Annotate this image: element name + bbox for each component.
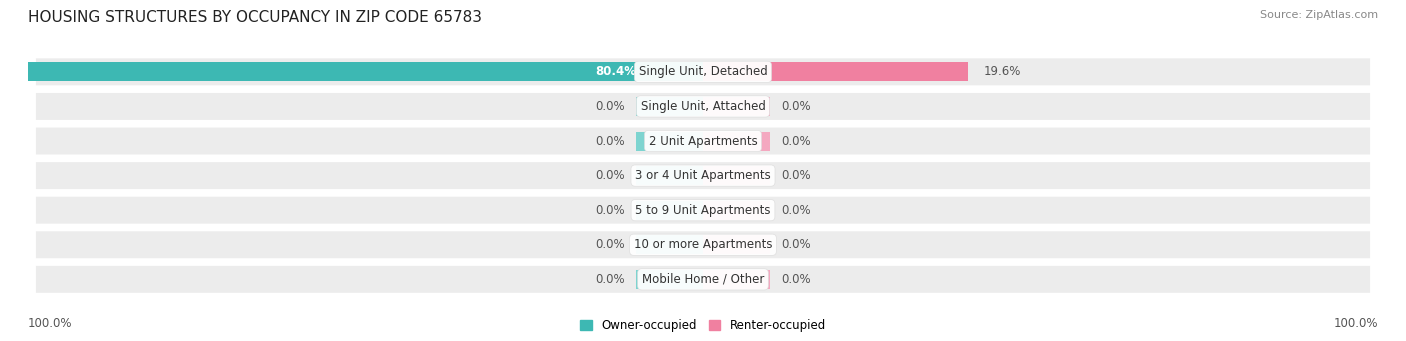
Bar (703, 270, 770, 289)
Bar (636, 97, 703, 116)
FancyBboxPatch shape (35, 196, 1371, 225)
Bar (636, 166, 703, 185)
Text: Mobile Home / Other: Mobile Home / Other (641, 273, 765, 286)
Bar (0, 62, 703, 81)
Bar (703, 235, 770, 254)
Text: 0.0%: 0.0% (595, 204, 624, 217)
Text: 0.0%: 0.0% (782, 204, 811, 217)
FancyBboxPatch shape (35, 230, 1371, 259)
Text: 0.0%: 0.0% (595, 169, 624, 182)
Text: 0.0%: 0.0% (595, 238, 624, 251)
Bar (636, 201, 703, 220)
Text: 0.0%: 0.0% (782, 134, 811, 148)
Bar (703, 62, 967, 81)
Text: Single Unit, Attached: Single Unit, Attached (641, 100, 765, 113)
Text: 0.0%: 0.0% (595, 273, 624, 286)
Text: 80.4%: 80.4% (596, 65, 637, 78)
Text: 0.0%: 0.0% (782, 273, 811, 286)
Text: 0.0%: 0.0% (595, 134, 624, 148)
Legend: Owner-occupied, Renter-occupied: Owner-occupied, Renter-occupied (579, 319, 827, 332)
Text: 3 or 4 Unit Apartments: 3 or 4 Unit Apartments (636, 169, 770, 182)
Text: 0.0%: 0.0% (782, 169, 811, 182)
Bar (636, 132, 703, 150)
FancyBboxPatch shape (35, 127, 1371, 155)
Text: Single Unit, Detached: Single Unit, Detached (638, 65, 768, 78)
Text: HOUSING STRUCTURES BY OCCUPANCY IN ZIP CODE 65783: HOUSING STRUCTURES BY OCCUPANCY IN ZIP C… (28, 10, 482, 25)
Text: 0.0%: 0.0% (782, 238, 811, 251)
Bar (636, 235, 703, 254)
Text: 100.0%: 100.0% (28, 317, 73, 330)
FancyBboxPatch shape (35, 161, 1371, 190)
Text: 2 Unit Apartments: 2 Unit Apartments (648, 134, 758, 148)
Text: 19.6%: 19.6% (984, 65, 1021, 78)
Text: 100.0%: 100.0% (1333, 317, 1378, 330)
Text: 10 or more Apartments: 10 or more Apartments (634, 238, 772, 251)
Bar (636, 270, 703, 289)
Bar (703, 166, 770, 185)
FancyBboxPatch shape (35, 92, 1371, 121)
Text: Source: ZipAtlas.com: Source: ZipAtlas.com (1260, 10, 1378, 20)
Text: 5 to 9 Unit Apartments: 5 to 9 Unit Apartments (636, 204, 770, 217)
Bar (703, 201, 770, 220)
FancyBboxPatch shape (35, 265, 1371, 294)
Text: 0.0%: 0.0% (782, 100, 811, 113)
Text: 0.0%: 0.0% (595, 100, 624, 113)
FancyBboxPatch shape (35, 57, 1371, 86)
Bar (703, 132, 770, 150)
Bar (703, 97, 770, 116)
